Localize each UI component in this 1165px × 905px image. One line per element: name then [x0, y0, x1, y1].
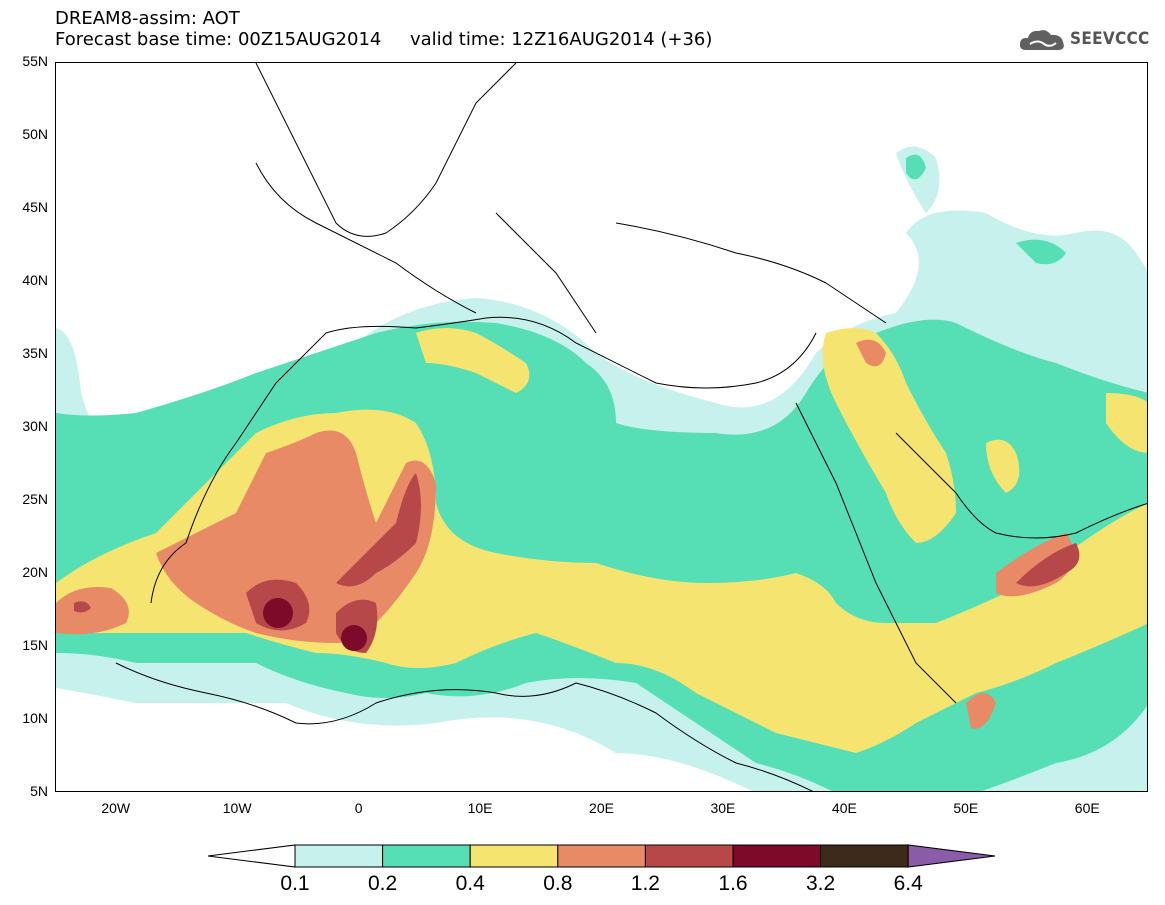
colorbar-label: 0.1 [280, 872, 310, 895]
colorbar-segment [732, 844, 822, 868]
colorbar-under-triangle [207, 844, 296, 868]
colorbar-label: 0.2 [367, 872, 398, 895]
aot-level-1.6 [263, 598, 367, 651]
country-borders [115, 63, 1147, 791]
lon-tick-label: 30E [710, 800, 736, 816]
lat-tick-label: 55N [22, 53, 48, 69]
colorbar-segment [469, 844, 559, 868]
lon-tick-label: 10E [467, 800, 493, 816]
colorbar-label: 1.2 [630, 872, 660, 895]
map-plot-area [55, 62, 1148, 792]
colorbar-segment [644, 844, 734, 868]
lat-tick-label: 10N [22, 710, 48, 726]
plot-subtitle: Forecast base time: 00Z15AUG2014 valid t… [55, 29, 713, 50]
colorbar-label: 3.2 [805, 872, 836, 895]
lat-tick-label: 35N [22, 345, 48, 361]
cloud-logo-icon [1019, 30, 1064, 50]
aot-level-0.8 [56, 339, 1074, 729]
logo-text: SEEVCCC [1070, 29, 1150, 49]
lat-tick-label: 5N [30, 783, 48, 799]
lat-tick-label: 30N [22, 418, 48, 434]
lat-tick-label: 50N [22, 126, 48, 142]
colorbar-label: 0.8 [543, 872, 573, 895]
lon-tick-label: 60E [1074, 800, 1100, 816]
aot-map [56, 63, 1147, 791]
lat-tick-label: 25N [22, 491, 48, 507]
colorbar-label: 1.6 [718, 872, 748, 895]
lon-tick-label: 40E [831, 800, 857, 816]
lat-tick-label: 40N [22, 272, 48, 288]
colorbar-over-triangle [907, 844, 996, 868]
colorbar-segment [557, 844, 646, 868]
plot-header: DREAM8-assim: AOT Forecast base time: 00… [55, 8, 712, 50]
plot-title: DREAM8-assim: AOT [55, 8, 240, 29]
lon-tick-label: 0 [354, 800, 363, 816]
seevccc-logo: SEEVCCC [1018, 26, 1150, 54]
colorbar-label: 0.4 [455, 872, 485, 895]
colorbar-label: 6.4 [893, 872, 923, 895]
lon-tick-label: 20W [101, 800, 131, 816]
lat-tick-label: 20N [22, 564, 48, 580]
colorbar-segment [294, 844, 384, 868]
lat-tick-label: 45N [22, 199, 48, 215]
lon-tick-label: 50E [953, 800, 979, 816]
lon-tick-label: 10W [222, 800, 252, 816]
lon-tick-label: 20E [589, 800, 614, 816]
colorbar-segment [382, 844, 471, 868]
lat-tick-label: 15N [22, 637, 48, 653]
colorbar-segment [820, 844, 909, 868]
